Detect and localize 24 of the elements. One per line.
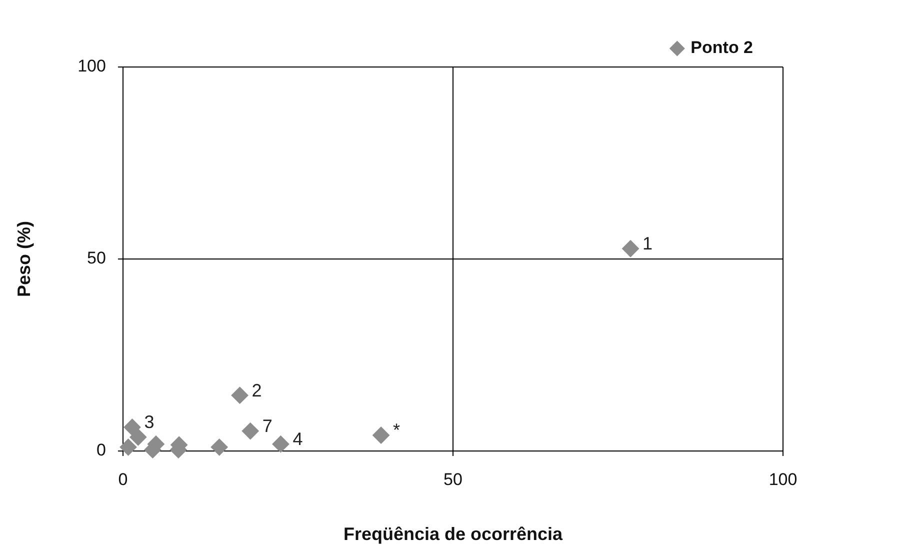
point <box>372 426 390 444</box>
x-tick-label: 0 <box>118 470 128 489</box>
annotation: 3 <box>144 412 154 432</box>
point <box>622 240 640 258</box>
annotation: * <box>393 420 400 440</box>
y-tick-label: 50 <box>87 248 106 268</box>
y-tick-label: 0 <box>96 440 106 460</box>
y-axis-title: Peso (%) <box>14 220 34 298</box>
y-tick-label: 100 <box>78 56 106 76</box>
x-axis-title: Freqüência de ocorrência <box>343 524 564 544</box>
point <box>272 436 290 453</box>
point <box>210 438 228 456</box>
point <box>242 422 259 440</box>
point <box>231 386 248 404</box>
point <box>124 418 141 436</box>
annotation: 2 <box>252 380 262 400</box>
annotation: 7 <box>262 416 272 436</box>
annotation: 1 <box>642 234 653 254</box>
x-tick-label: 100 <box>768 470 798 489</box>
x-tick-label: 50 <box>444 470 462 489</box>
annotation: 4 <box>292 429 303 450</box>
legend-label: Ponto 2 <box>690 38 754 58</box>
point <box>120 438 137 456</box>
point <box>130 428 147 446</box>
